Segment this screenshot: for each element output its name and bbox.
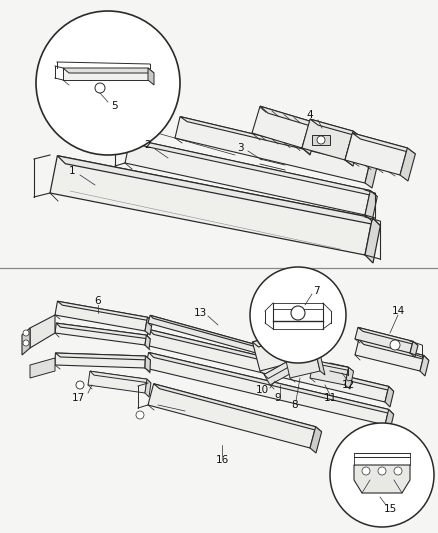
Polygon shape	[410, 341, 418, 357]
Polygon shape	[55, 353, 145, 368]
Text: 16: 16	[215, 455, 229, 465]
Polygon shape	[315, 350, 325, 375]
Polygon shape	[355, 327, 413, 353]
Circle shape	[394, 467, 402, 475]
Polygon shape	[145, 335, 150, 349]
Polygon shape	[175, 117, 370, 183]
Polygon shape	[148, 329, 394, 391]
Text: 4: 4	[307, 110, 313, 120]
Polygon shape	[252, 106, 310, 148]
Polygon shape	[148, 352, 394, 415]
Polygon shape	[355, 340, 424, 371]
Polygon shape	[303, 329, 316, 363]
Polygon shape	[365, 191, 377, 221]
Polygon shape	[314, 360, 353, 372]
Polygon shape	[285, 350, 320, 361]
Polygon shape	[50, 156, 372, 255]
Polygon shape	[148, 384, 316, 448]
Polygon shape	[148, 316, 287, 361]
Polygon shape	[289, 360, 299, 375]
Text: 12: 12	[341, 380, 355, 390]
Text: 13: 13	[193, 308, 207, 318]
Circle shape	[330, 423, 434, 527]
Polygon shape	[260, 106, 318, 128]
Text: 10: 10	[255, 385, 268, 395]
Text: 8: 8	[292, 400, 298, 410]
Text: 3: 3	[237, 143, 244, 153]
Polygon shape	[90, 371, 151, 383]
Text: 15: 15	[383, 504, 397, 514]
Polygon shape	[22, 328, 30, 355]
Text: 6: 6	[95, 296, 101, 306]
Text: 7: 7	[313, 286, 319, 296]
Polygon shape	[88, 371, 147, 393]
Polygon shape	[359, 340, 429, 360]
Polygon shape	[420, 356, 429, 376]
Polygon shape	[57, 156, 380, 225]
Polygon shape	[385, 386, 394, 407]
Polygon shape	[55, 323, 146, 345]
Polygon shape	[310, 427, 321, 453]
Polygon shape	[145, 352, 389, 425]
Polygon shape	[145, 356, 150, 372]
Polygon shape	[385, 409, 394, 430]
Polygon shape	[252, 329, 308, 347]
Polygon shape	[365, 161, 377, 188]
Polygon shape	[55, 301, 148, 331]
Bar	[312, 135, 330, 145]
Circle shape	[136, 411, 144, 419]
Circle shape	[250, 267, 346, 363]
Polygon shape	[57, 301, 152, 321]
Text: 11: 11	[323, 393, 337, 403]
Polygon shape	[130, 139, 377, 197]
Polygon shape	[345, 131, 361, 166]
Polygon shape	[400, 148, 415, 181]
Polygon shape	[302, 119, 353, 160]
Text: 2: 2	[145, 140, 151, 150]
Polygon shape	[154, 384, 321, 432]
Polygon shape	[352, 133, 415, 154]
Polygon shape	[345, 133, 407, 175]
Text: 17: 17	[71, 393, 85, 403]
Circle shape	[36, 11, 180, 155]
Polygon shape	[145, 317, 152, 335]
Text: 1: 1	[69, 166, 75, 176]
Circle shape	[378, 467, 386, 475]
Circle shape	[390, 340, 400, 350]
Polygon shape	[30, 315, 55, 348]
Polygon shape	[63, 68, 154, 73]
Polygon shape	[252, 329, 310, 371]
Circle shape	[317, 136, 325, 144]
Polygon shape	[30, 358, 55, 378]
Polygon shape	[310, 119, 361, 137]
Polygon shape	[285, 353, 290, 364]
Circle shape	[362, 467, 370, 475]
Polygon shape	[55, 353, 150, 360]
Text: 5: 5	[111, 101, 117, 111]
Polygon shape	[148, 68, 154, 85]
Polygon shape	[264, 360, 295, 385]
Circle shape	[23, 340, 29, 346]
Polygon shape	[358, 327, 418, 345]
Polygon shape	[302, 121, 318, 155]
Polygon shape	[145, 329, 389, 402]
Polygon shape	[354, 465, 410, 493]
Polygon shape	[310, 360, 349, 385]
Text: 14: 14	[392, 306, 405, 316]
Polygon shape	[125, 139, 370, 215]
Text: 9: 9	[275, 393, 281, 403]
Circle shape	[23, 330, 29, 336]
Circle shape	[95, 83, 105, 93]
Circle shape	[291, 306, 305, 320]
Polygon shape	[145, 379, 151, 397]
Polygon shape	[365, 217, 380, 263]
Polygon shape	[180, 117, 377, 167]
Circle shape	[76, 381, 84, 389]
Polygon shape	[264, 360, 293, 378]
Polygon shape	[63, 68, 148, 80]
Polygon shape	[285, 350, 320, 378]
Polygon shape	[150, 316, 290, 356]
Polygon shape	[57, 323, 150, 339]
Polygon shape	[345, 367, 353, 389]
